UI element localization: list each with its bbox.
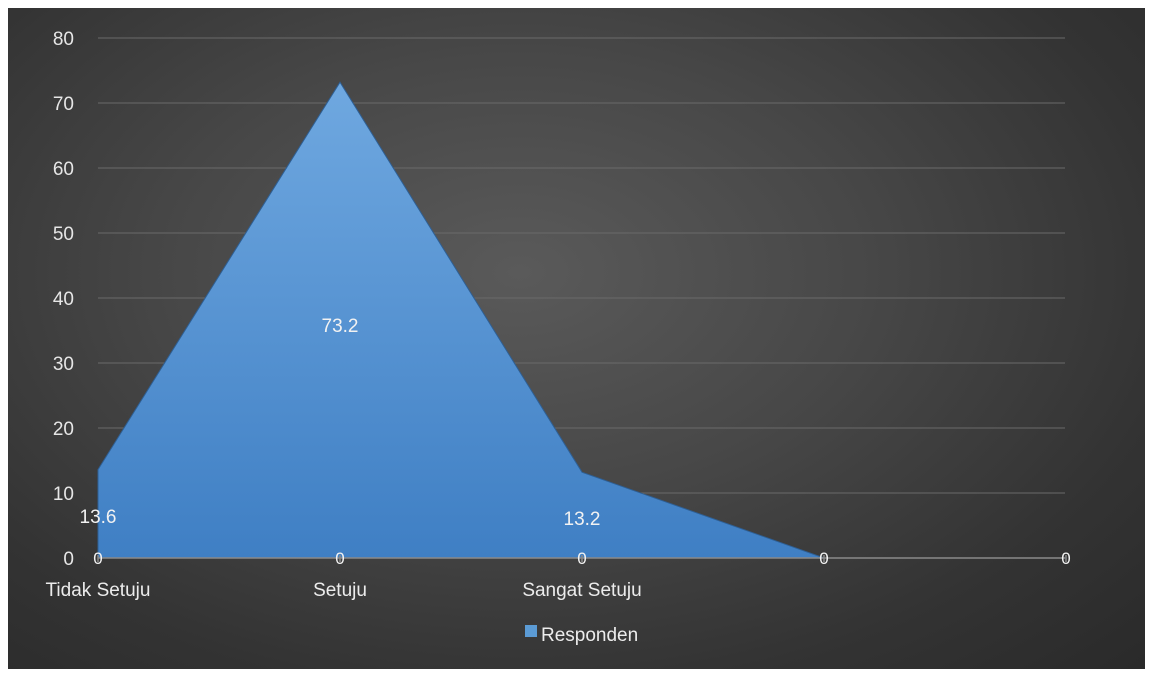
y-tick-label: 60	[53, 159, 74, 180]
y-tick-label: 50	[53, 224, 74, 245]
y-tick-label: 0	[63, 549, 74, 570]
data-label: 13.6	[80, 507, 117, 528]
x-axis-ticks: Tidak Setuju Setuju Sangat Setuju	[46, 580, 642, 601]
x-tick-label: Setuju	[313, 580, 367, 601]
data-label-zero: 0	[335, 549, 344, 568]
legend: Responden	[525, 625, 638, 646]
x-tick-label: Sangat Setuju	[522, 580, 641, 601]
data-label: 73.2	[322, 316, 359, 337]
area-fill	[97, 81, 1066, 559]
x-tick-label: Tidak Setuju	[46, 580, 151, 601]
data-labels: 13.6 73.2 13.2 0 0 0 0 0	[80, 316, 1071, 568]
y-tick-label: 80	[53, 29, 74, 50]
y-tick-label: 70	[53, 94, 74, 115]
y-tick-label: 20	[53, 419, 74, 440]
data-label: 13.2	[564, 509, 601, 530]
data-label-zero: 0	[577, 549, 586, 568]
y-axis-ticks: 0 10 20 30 40 50 60 70 80	[53, 29, 74, 570]
y-tick-label: 40	[53, 289, 74, 310]
chart-area: 0 10 20 30 40 50 60 70 80 13.6 73.2 13.2 0 0 0 0 0 Tida…	[8, 8, 1145, 669]
data-label-zero: 0	[819, 549, 828, 568]
data-label-zero: 0	[93, 549, 102, 568]
y-tick-label: 10	[53, 484, 74, 505]
legend-swatch	[525, 625, 537, 637]
legend-label: Responden	[541, 625, 638, 646]
y-tick-label: 30	[53, 354, 74, 375]
series-responden	[97, 81, 1066, 559]
data-label-zero: 0	[1061, 549, 1070, 568]
x-axis	[97, 555, 1067, 562]
